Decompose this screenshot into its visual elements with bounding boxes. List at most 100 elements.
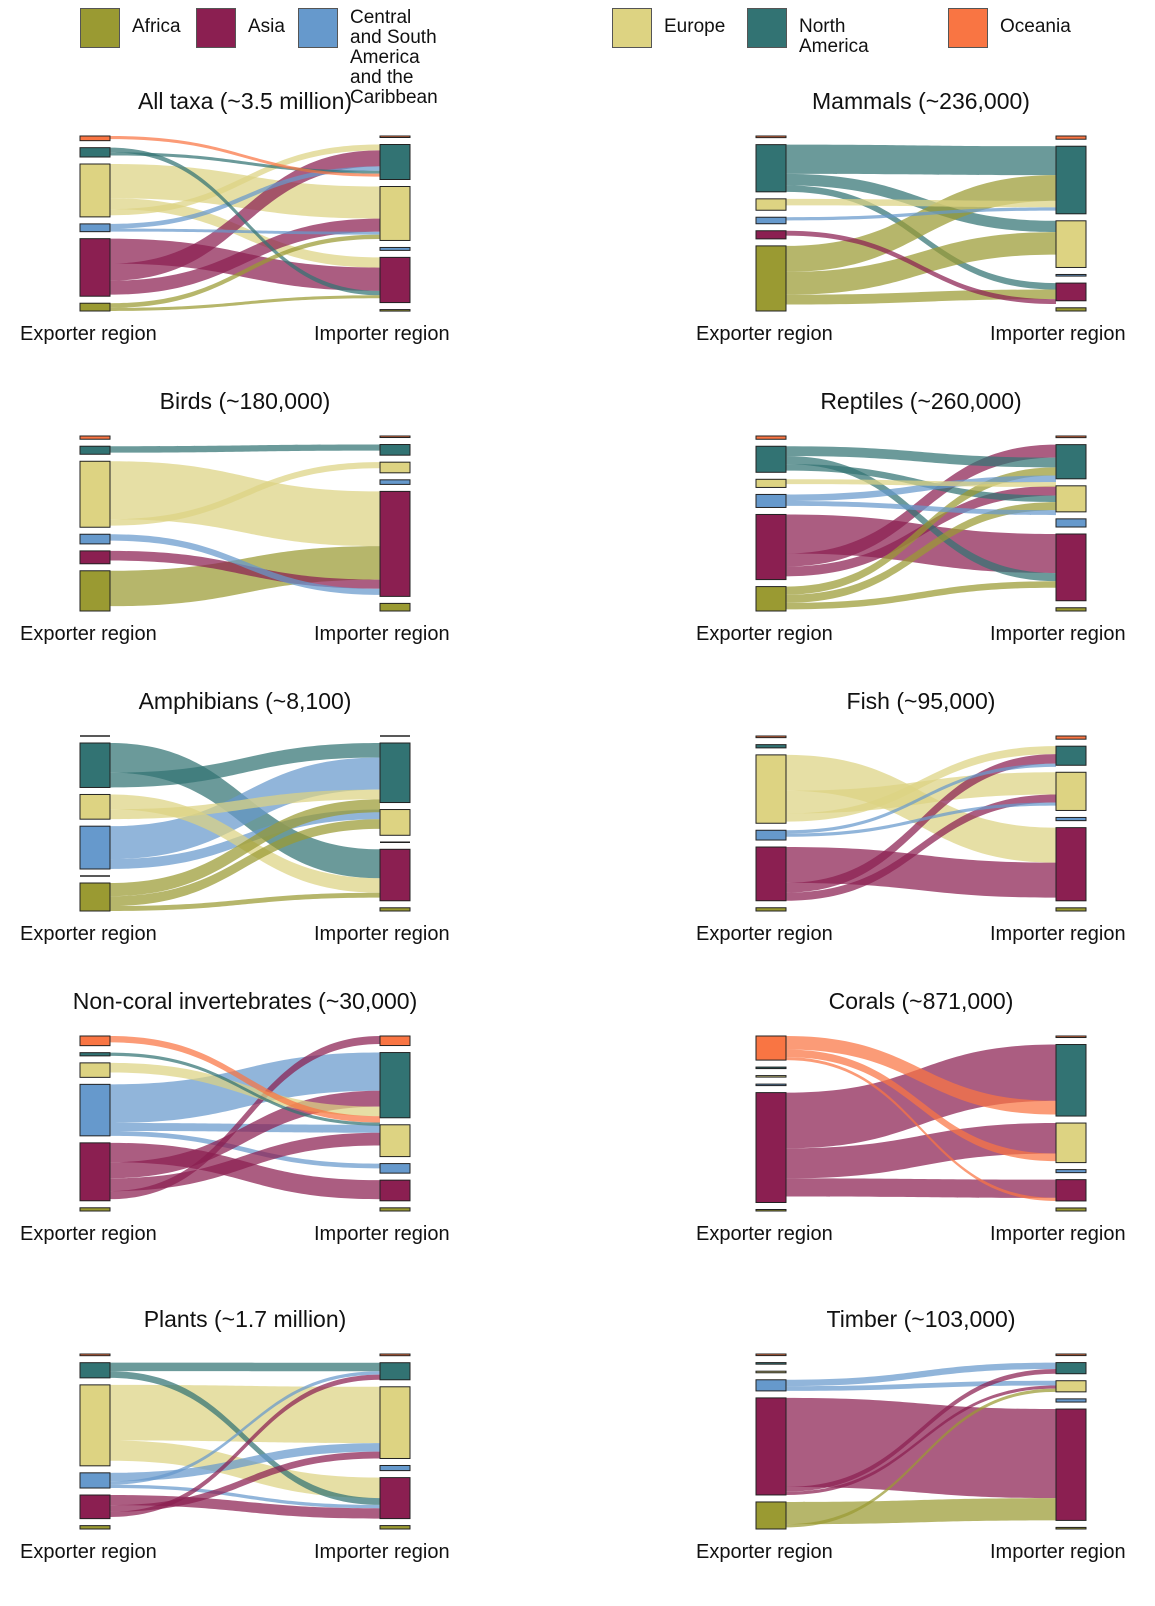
importer-axis-label: Importer region	[990, 1541, 1126, 1564]
exporter-node-africa	[756, 908, 786, 911]
exporter-node-africa	[80, 303, 110, 311]
exporter-node-europe	[756, 199, 786, 210]
importer-node-oceania	[1056, 736, 1086, 739]
exporter-node-africa	[756, 1209, 786, 1211]
legend-swatch-europe	[612, 8, 652, 48]
exporter-node-africa	[756, 1502, 786, 1529]
sankey-diagram	[676, 988, 1155, 1228]
importer-node-asia	[380, 1180, 410, 1201]
exporter-node-europe	[80, 794, 110, 819]
legend-swatch-csa	[298, 8, 338, 48]
sankey-diagram	[0, 688, 480, 928]
importer-node-csa	[380, 1164, 410, 1174]
exporter-node-europe	[756, 1371, 786, 1373]
importer-axis-label: Importer region	[314, 1541, 450, 1564]
importer-node-africa	[1056, 1527, 1086, 1529]
legend-swatch-asia	[196, 8, 236, 48]
importer-axis-label: Importer region	[990, 923, 1126, 946]
exporter-node-na	[80, 1363, 110, 1378]
importer-axis-label: Importer region	[990, 323, 1126, 346]
importer-node-csa	[1056, 1170, 1086, 1173]
importer-node-europe	[380, 187, 410, 241]
importer-node-africa	[1056, 1208, 1086, 1211]
importer-node-oceania	[1056, 1036, 1086, 1038]
importer-node-na	[1056, 746, 1086, 765]
flow-europe-to-asia	[110, 461, 380, 546]
importer-node-asia	[1056, 1409, 1086, 1520]
exporter-node-asia	[756, 847, 786, 901]
importer-node-na	[380, 145, 410, 180]
exporter-axis-label: Exporter region	[20, 323, 157, 346]
sankey-diagram	[676, 688, 1155, 928]
importer-node-africa	[380, 1526, 410, 1529]
exporter-node-europe	[756, 1076, 786, 1078]
legend-swatch-africa	[80, 8, 120, 48]
importer-node-europe	[380, 462, 410, 473]
sankey-panel-mammals: Mammals (~236,000) Exporter region Importe…	[676, 88, 1155, 388]
importer-node-europe	[380, 1387, 410, 1459]
flow-na-to-na	[110, 1363, 380, 1372]
importer-node-na	[380, 1363, 410, 1380]
sankey-panel-fish: Fish (~95,000) Exporter region Importer re…	[676, 688, 1155, 988]
sankey-panel-invertebrates: Non-coral invertebrates (~30,000) Exporte…	[0, 988, 520, 1288]
importer-axis-label: Importer region	[314, 1223, 450, 1246]
importer-node-asia	[380, 849, 410, 900]
exporter-node-africa	[756, 587, 786, 611]
sankey-diagram	[676, 88, 1155, 328]
importer-node-asia	[1056, 283, 1086, 301]
sankey-diagram	[676, 1306, 1155, 1546]
importer-node-europe	[1056, 1381, 1086, 1392]
sankey-panel-plants: Plants (~1.7 million) Exporter region Impo…	[0, 1306, 520, 1606]
sankey-diagram	[676, 388, 1155, 628]
sankey-panel-amphibians: Amphibians (~8,100) Exporter region Import…	[0, 688, 520, 988]
sankey-diagram	[0, 1306, 480, 1546]
importer-node-oceania	[380, 436, 410, 438]
exporter-node-europe	[80, 1385, 110, 1466]
exporter-node-csa	[80, 826, 110, 869]
importer-node-europe	[1056, 1123, 1086, 1163]
importer-axis-label: Importer region	[990, 1223, 1126, 1246]
importer-node-asia	[380, 491, 410, 596]
importer-node-csa	[380, 480, 410, 485]
exporter-node-csa	[756, 1084, 786, 1086]
exporter-axis-label: Exporter region	[696, 1223, 833, 1246]
importer-node-africa	[380, 908, 410, 911]
exporter-node-csa	[80, 534, 110, 544]
sankey-diagram	[0, 388, 480, 628]
importer-node-oceania	[1056, 436, 1086, 438]
legend-swatch-na	[747, 8, 787, 48]
importer-node-africa	[1056, 608, 1086, 611]
legend-swatch-oceania	[948, 8, 988, 48]
flow-europe-to-europe	[110, 1385, 380, 1443]
sankey-panel-reptiles: Reptiles (~260,000) Exporter region Import…	[676, 388, 1155, 688]
exporter-node-oceania	[756, 1036, 786, 1060]
sankey-diagram	[0, 988, 480, 1228]
exporter-node-asia	[756, 1398, 786, 1495]
importer-node-africa	[1056, 908, 1086, 911]
exporter-node-na	[80, 148, 110, 157]
importer-node-europe	[1056, 486, 1086, 512]
importer-node-africa	[380, 310, 410, 312]
exporter-node-na	[80, 1053, 110, 1056]
importer-node-asia	[1056, 828, 1086, 901]
exporter-node-asia	[80, 1495, 110, 1519]
legend-label-oceania: Oceania	[1000, 17, 1071, 37]
sankey-panel-timber: Timber (~103,000) Exporter region Importer…	[676, 1306, 1155, 1606]
exporter-node-oceania	[756, 436, 786, 439]
importer-node-africa	[380, 1208, 410, 1211]
exporter-axis-label: Exporter region	[696, 323, 833, 346]
importer-node-na	[1056, 146, 1086, 214]
importer-node-na	[1056, 1363, 1086, 1374]
importer-node-csa	[380, 1465, 410, 1470]
importer-node-csa	[1056, 519, 1086, 527]
exporter-node-oceania	[80, 136, 110, 141]
exporter-node-africa	[80, 883, 110, 911]
exporter-node-africa	[80, 571, 110, 611]
exporter-node-oceania	[80, 1036, 110, 1046]
exporter-node-asia	[80, 551, 110, 564]
exporter-axis-label: Exporter region	[20, 1541, 157, 1564]
importer-node-csa	[1056, 817, 1086, 820]
importer-node-asia	[380, 1478, 410, 1519]
exporter-node-csa	[756, 830, 786, 840]
importer-node-europe	[380, 1125, 410, 1157]
